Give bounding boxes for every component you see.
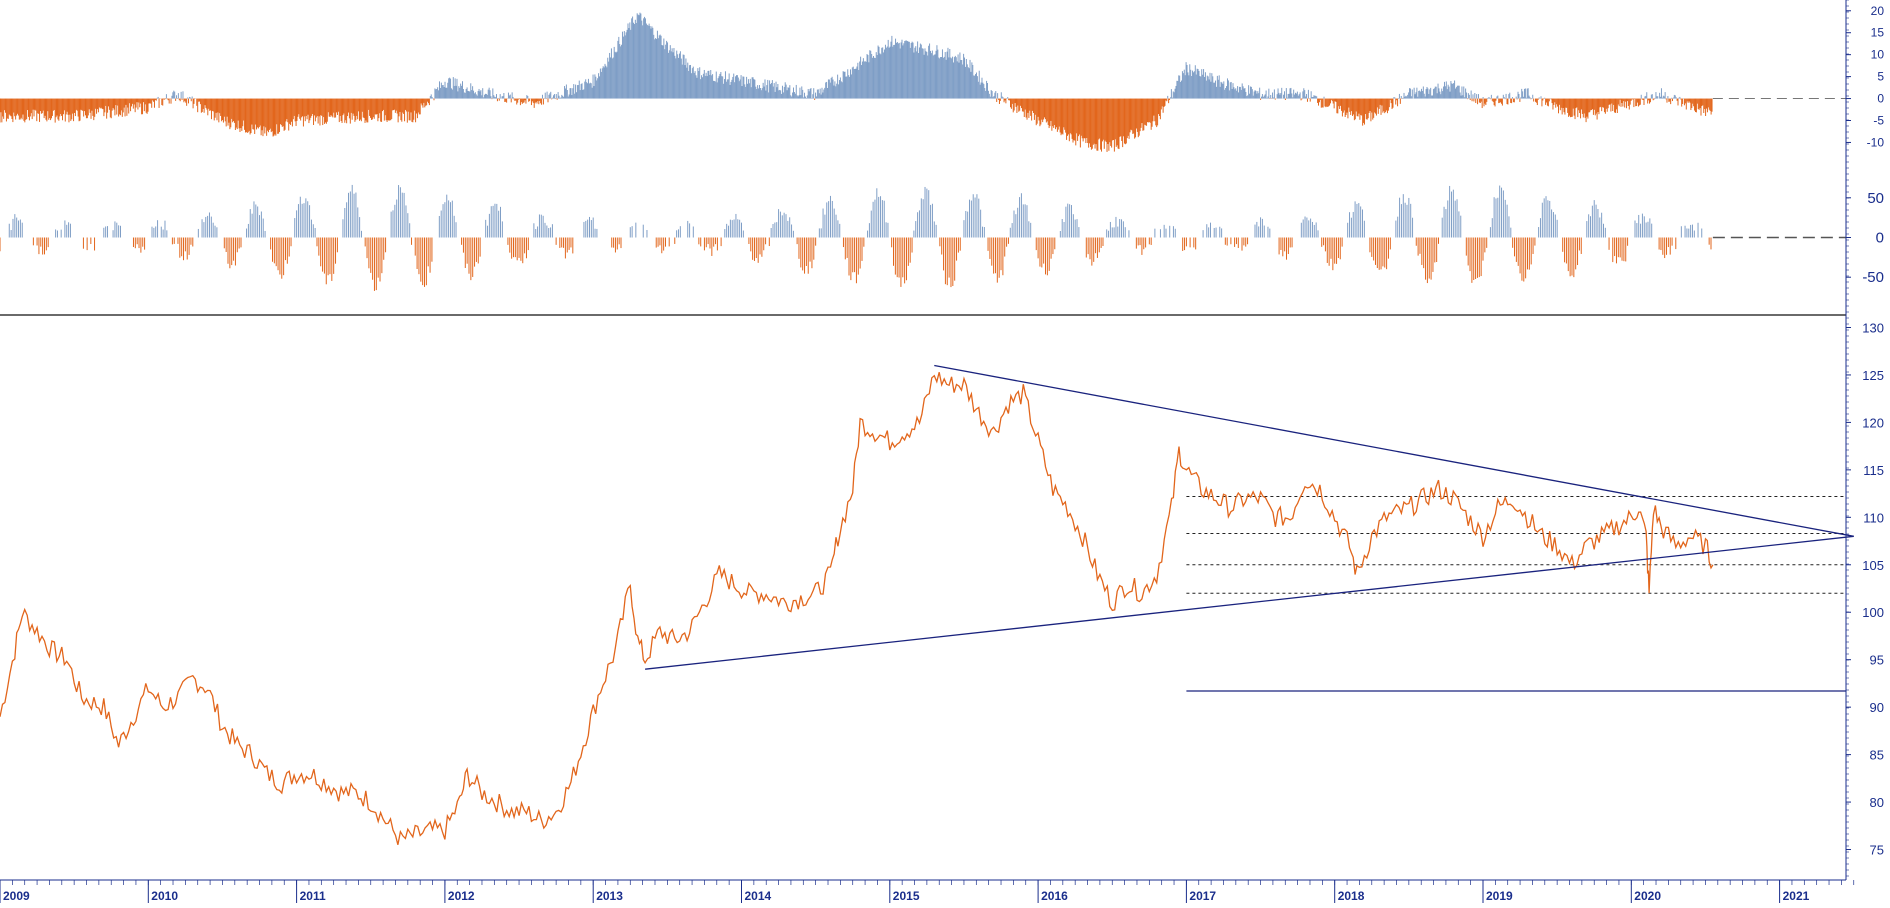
- x-tick-label: 2014: [745, 889, 772, 903]
- x-tick-label: 2019: [1486, 889, 1513, 903]
- x-tick-label: 2011: [300, 889, 326, 903]
- price-y-tick-label: 85: [1870, 748, 1884, 763]
- x-tick-label: 2018: [1338, 889, 1365, 903]
- price-y-tick-label: 115: [1863, 463, 1884, 478]
- trendline-1: [934, 364, 1854, 537]
- top-y-tick-label: 5: [1877, 70, 1884, 84]
- price-y-tick-label: 125: [1862, 368, 1884, 383]
- top-y-tick-label: 15: [1871, 26, 1885, 40]
- x-tick-label: 2012: [448, 889, 475, 903]
- price-series-line: [0, 372, 1714, 845]
- price-y-tick-label: 95: [1870, 653, 1884, 668]
- price-y-tick-label: 75: [1870, 843, 1884, 858]
- top-y-tick-label: -5: [1873, 114, 1884, 128]
- mid-y-tick-label: 50: [1867, 190, 1884, 207]
- mid-y-tick-label: -50: [1862, 269, 1884, 286]
- x-tick-label: 2020: [1634, 889, 1661, 903]
- price-y-tick-label: 80: [1870, 795, 1884, 810]
- top-oscillator-panel: [0, 12, 1846, 152]
- price-y-tick-label: 105: [1862, 558, 1884, 573]
- top-y-tick-label: 0: [1877, 92, 1884, 106]
- price-y-tick-label: 100: [1862, 605, 1884, 620]
- top-y-tick-label: 10: [1871, 48, 1885, 62]
- price-y-tick-label: 130: [1862, 320, 1884, 335]
- price-y-tick-label: 110: [1863, 510, 1884, 525]
- mid-y-tick-label: 0: [1876, 230, 1884, 247]
- trendline-0: [645, 535, 1854, 670]
- x-tick-label: 2016: [1041, 889, 1068, 903]
- x-tick-label: 2015: [893, 889, 920, 903]
- x-tick-label: 2013: [596, 889, 623, 903]
- middle-oscillator-panel: [0, 184, 1846, 291]
- x-tick-label: 2021: [1783, 889, 1810, 903]
- x-tick-label: 2010: [151, 889, 178, 903]
- top-y-tick-label: -10: [1867, 135, 1885, 149]
- price-y-tick-label: 120: [1862, 415, 1884, 430]
- price-panel: [0, 364, 1854, 845]
- x-tick-label: 2017: [1189, 889, 1216, 903]
- top-y-tick-label: 20: [1871, 4, 1885, 18]
- x-tick-label: 2009: [3, 889, 30, 903]
- price-y-tick-label: 90: [1870, 700, 1884, 715]
